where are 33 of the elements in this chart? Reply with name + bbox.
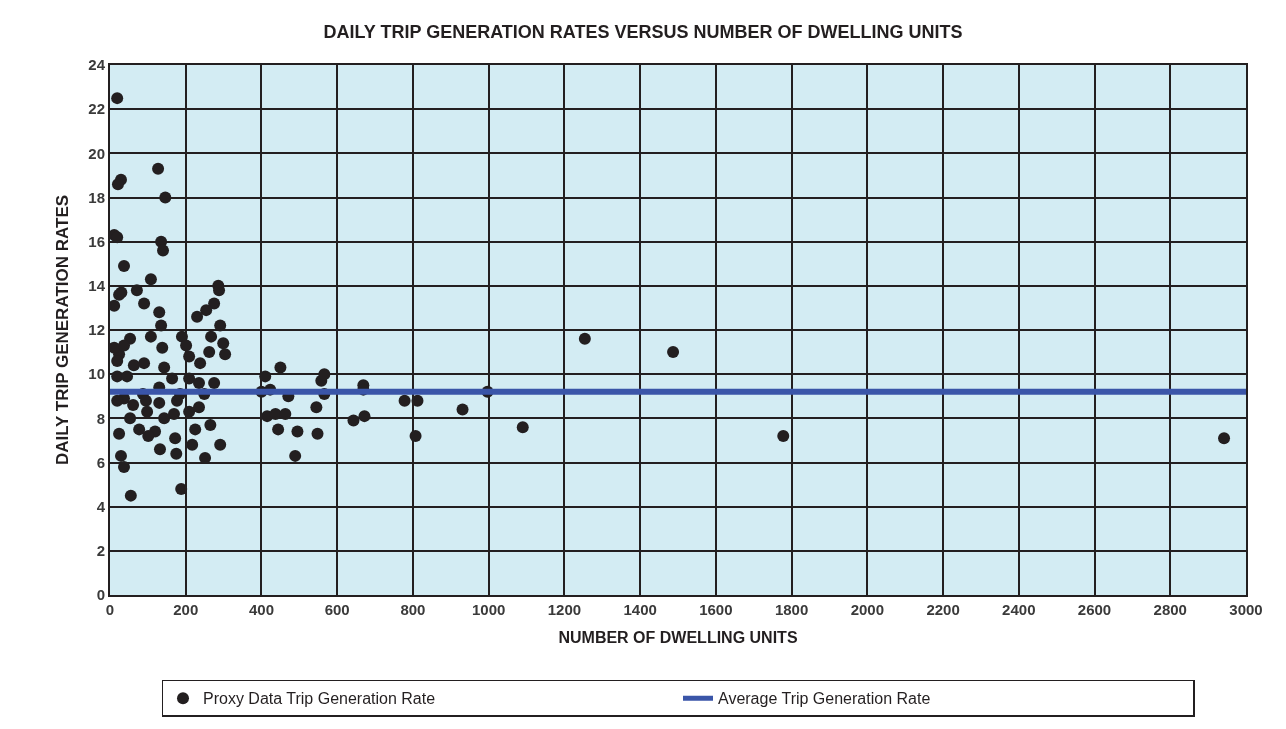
x-tick-label: 2400 bbox=[1002, 601, 1036, 618]
y-axis-title: DAILY TRIP GENERATION RATES bbox=[53, 194, 73, 466]
y-tick-label: 24 bbox=[88, 56, 106, 74]
x-tick-label: 1200 bbox=[547, 601, 582, 618]
y-tick-label: 12 bbox=[88, 321, 105, 339]
x-tick-label: 3000 bbox=[1229, 601, 1263, 618]
x-tick-label: 1800 bbox=[774, 601, 809, 618]
y-tick-label: 6 bbox=[96, 453, 105, 471]
y-tick-label: 16 bbox=[88, 232, 105, 250]
x-tick-label: 400 bbox=[248, 601, 274, 618]
y-tick-label: 10 bbox=[88, 365, 105, 383]
x-tick-label: 1400 bbox=[623, 601, 657, 618]
x-axis-title: NUMBER OF DWELLING UNITS bbox=[558, 629, 798, 647]
x-tick-label: 2600 bbox=[1077, 601, 1112, 618]
x-tick-label: 2000 bbox=[850, 601, 885, 618]
x-tick-label: 200 bbox=[173, 601, 199, 618]
y-tick-label: 14 bbox=[88, 277, 106, 295]
x-tick-label: 2200 bbox=[926, 601, 960, 618]
y-tick-label: 2 bbox=[96, 542, 105, 560]
x-tick-label: 1600 bbox=[699, 601, 733, 618]
chart-title: DAILY TRIP GENERATION RATES VERSUS NUMBER OF DWELLING UNITS bbox=[323, 22, 963, 43]
legend-label: Average Trip Generation Rate bbox=[718, 690, 931, 708]
y-tick-label: 22 bbox=[88, 100, 105, 118]
y-tick-label: 0 bbox=[96, 586, 105, 604]
y-tick-label: 18 bbox=[88, 188, 105, 206]
y-tick-label: 20 bbox=[88, 144, 105, 162]
y-tick-label: 8 bbox=[96, 409, 105, 427]
x-tick-label: 800 bbox=[400, 601, 426, 618]
x-tick-label: 1000 bbox=[471, 601, 506, 618]
y-tick-label: 4 bbox=[96, 497, 106, 515]
x-tick-label: 2800 bbox=[1153, 601, 1187, 618]
legend-label: Proxy Data Trip Generation Rate bbox=[203, 690, 436, 708]
x-tick-label: 600 bbox=[324, 601, 350, 618]
